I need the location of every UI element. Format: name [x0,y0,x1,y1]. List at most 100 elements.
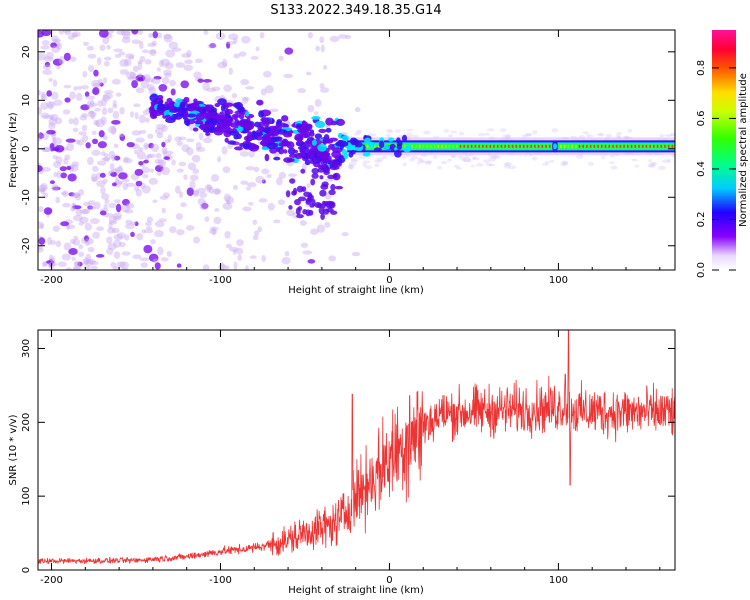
noise-blob [45,101,56,108]
noise-blob [504,161,512,167]
noise-blob [609,161,615,164]
noise-blob [185,225,195,231]
noise-blob [90,260,99,266]
noise-blob [70,164,79,172]
signal-blob [234,101,244,110]
noise-blob [113,233,123,241]
noise-blob [163,72,172,78]
noise-blob [40,45,50,50]
signal-blob [164,114,171,120]
carrier-core [474,144,477,148]
noise-blob [138,114,146,124]
noise-blob [341,131,346,135]
noise-blob [90,99,95,107]
noise-blob [350,157,359,162]
noise-blob [68,118,74,125]
noise-blob [472,156,480,161]
noise-blob [245,85,255,90]
noise-blob [342,132,349,136]
noise-blob [551,128,559,133]
noise-blob [86,259,96,265]
noise-blob [44,61,51,68]
noise-blob [138,72,143,78]
noise-blob [42,132,49,140]
noise-blob [107,242,117,251]
signal-blob [238,112,245,120]
signal-blob [331,160,339,167]
noise-blob [38,89,41,96]
carrier-blob [553,143,558,150]
noise-blob [154,164,164,172]
signal-blob [330,210,338,215]
signal-blob [242,143,251,149]
noise-blob [156,67,161,72]
signal-blob [318,128,327,134]
noise-blob [201,202,209,209]
noise-blob [52,38,62,43]
noise-blob [181,144,190,153]
noise-blob [131,130,142,136]
noise-blob [81,113,88,118]
noise-blob [253,230,260,236]
carrier-blob [383,144,391,150]
noise-blob [281,256,291,265]
noise-blob [130,221,137,226]
noise-blob [228,67,233,75]
signal-blob [305,199,312,205]
noise-blob [77,85,83,90]
noise-blob [88,205,96,210]
noise-blob [68,164,74,173]
noise-blob [490,154,499,159]
signal-blob [183,112,189,119]
noise-blob [75,208,83,216]
noise-blob [48,117,58,126]
noise-blob [199,202,209,211]
noise-blob [244,265,249,270]
noise-blob [96,57,102,66]
noise-blob [207,43,218,49]
signal-blob [296,214,304,219]
noise-blob [222,166,231,174]
noise-blob [328,255,337,262]
noise-blob [119,69,129,75]
noise-blob [168,41,179,50]
noise-blob [204,216,210,223]
noise-blob [87,110,97,118]
noise-blob [257,226,263,233]
carrier-blob [396,137,401,144]
noise-blob [253,166,260,173]
noise-blob [112,110,120,119]
signal-blob [200,124,207,130]
noise-blob [405,132,413,137]
noise-blob [84,235,89,242]
carrier-core [504,144,506,148]
signal-blob [288,205,293,210]
noise-blob [143,142,150,150]
noise-blob [163,33,172,40]
noise-blob [128,55,135,60]
noise-blob [350,159,358,163]
signal-blob [205,104,211,112]
noise-blob [307,31,313,39]
carrier-core [470,144,473,148]
noise-blob [154,127,164,135]
noise-blob [157,32,163,39]
noise-blob [42,261,48,267]
noise-blob [52,58,63,66]
carrier-core [433,144,436,148]
noise-blob [108,30,115,34]
noise-blob [122,182,129,191]
signal-blob [292,149,299,154]
noise-blob [165,49,176,58]
noise-blob [197,78,204,83]
snr-y-tick-label: 0 [21,567,32,573]
noise-blob [140,262,148,268]
carrier-blob [388,137,394,142]
noise-blob [146,84,155,91]
colorbar-gradient [712,30,736,270]
carrier-core [649,144,651,148]
noise-blob [193,236,201,244]
signal-blob [300,168,306,174]
noise-blob [118,165,123,172]
noise-blob [125,202,135,209]
